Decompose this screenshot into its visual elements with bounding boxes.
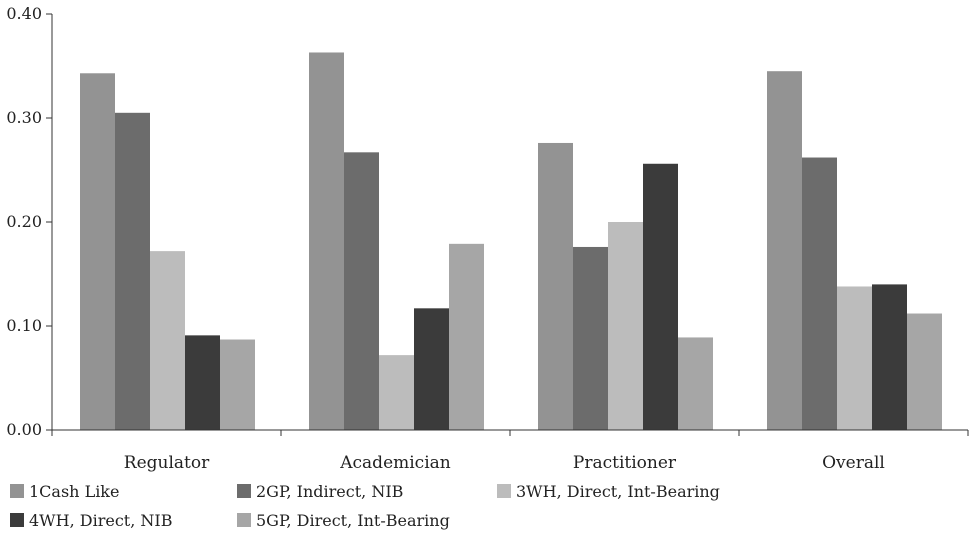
x-category-label: Overall bbox=[822, 453, 885, 473]
bar-academician-series-3 bbox=[379, 355, 414, 430]
bar-overall-series-1 bbox=[767, 71, 802, 430]
legend-swatch bbox=[497, 484, 511, 498]
bar-practitioner-series-2 bbox=[573, 246, 608, 430]
y-tick-label: 0.20 bbox=[6, 212, 42, 231]
bar-regulator-series-1 bbox=[80, 73, 115, 430]
y-tick-label: 0.30 bbox=[6, 108, 42, 127]
bar-academician-series-4 bbox=[414, 308, 449, 430]
legend-swatch bbox=[10, 513, 24, 527]
legend-label: 2GP, Indirect, NIB bbox=[256, 482, 403, 501]
bar-overall-series-3 bbox=[837, 286, 872, 430]
bar-regulator-series-4 bbox=[185, 335, 220, 430]
y-ticks-group: 0.00 0.10 0.20 0.30 0.40 bbox=[6, 4, 52, 439]
bar-regulator-series-2 bbox=[115, 112, 150, 431]
y-tick-label: 0.40 bbox=[6, 4, 42, 23]
legend-swatch bbox=[237, 484, 251, 498]
legend-swatch bbox=[237, 513, 251, 527]
x-category-label: Regulator bbox=[124, 453, 210, 473]
bar-practitioner-series-3 bbox=[608, 222, 643, 430]
bars-group bbox=[80, 52, 942, 431]
bar-academician-series-5 bbox=[449, 243, 484, 430]
bar-regulator-series-3 bbox=[150, 251, 185, 430]
legend-label: 1Cash Like bbox=[29, 482, 119, 501]
x-category-label: Practitioner bbox=[573, 453, 677, 473]
bar-overall-series-5 bbox=[907, 313, 942, 430]
legend-label: 3WH, Direct, Int-Bearing bbox=[516, 482, 720, 501]
x-category-label: Academician bbox=[339, 453, 451, 473]
x-ticks-group: Regulator Academician Practitioner Overall bbox=[51, 430, 969, 473]
legend-label: 4WH, Direct, NIB bbox=[29, 511, 172, 530]
legend-swatch bbox=[10, 484, 24, 498]
legend-label: 5GP, Direct, Int-Bearing bbox=[256, 511, 450, 530]
bar-academician-series-2 bbox=[344, 152, 379, 430]
y-tick-label: 0.10 bbox=[6, 316, 42, 335]
bar-overall-series-2 bbox=[802, 157, 837, 430]
bar-practitioner-series-5 bbox=[678, 337, 713, 430]
y-tick-label: 0.00 bbox=[6, 420, 42, 439]
legend: 1Cash Like 2GP, Indirect, NIB 3WH, Direct,… bbox=[10, 482, 720, 530]
bar-practitioner-series-1 bbox=[538, 142, 573, 430]
bar-academician-series-1 bbox=[309, 52, 344, 430]
bar-regulator-series-5 bbox=[220, 339, 255, 430]
bar-practitioner-series-4 bbox=[643, 163, 678, 430]
bar-overall-series-4 bbox=[872, 284, 907, 430]
